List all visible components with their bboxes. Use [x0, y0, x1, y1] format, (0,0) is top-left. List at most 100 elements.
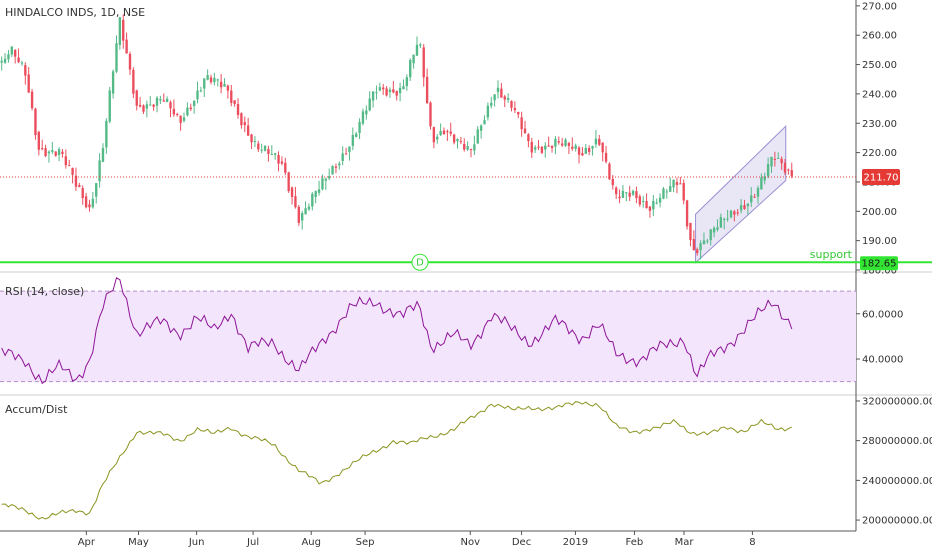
candle — [449, 122, 452, 137]
candle — [682, 179, 685, 205]
candle-body — [533, 147, 537, 150]
time-scale[interactable]: Apr May Jun Jul Aug Sep Nov Dec 2019 Feb Mar 8 — [78, 531, 756, 548]
candle-body — [581, 153, 584, 156]
candle-body — [219, 81, 223, 88]
candle — [560, 137, 564, 147]
x-tick-label: Sep — [356, 537, 375, 548]
candle-body — [324, 178, 327, 181]
candle — [587, 145, 591, 156]
candle-body — [37, 131, 41, 150]
candle-body — [138, 104, 142, 107]
candle-body — [311, 193, 314, 207]
candlestick-series — [0, 14, 793, 260]
candle — [189, 103, 192, 112]
candle — [574, 143, 577, 152]
candle — [581, 146, 584, 156]
candle-body — [287, 172, 290, 192]
candle-body — [652, 200, 655, 210]
candle — [770, 156, 773, 174]
candle-body — [355, 133, 358, 137]
candle — [540, 146, 544, 155]
candle — [763, 172, 766, 185]
candle — [625, 192, 628, 202]
candle — [68, 159, 71, 167]
candle — [777, 152, 780, 159]
candle-body — [84, 196, 88, 208]
candle-body — [780, 158, 783, 164]
candle-body — [132, 69, 135, 94]
candle — [284, 157, 287, 176]
candle-body — [662, 188, 665, 199]
candle — [47, 150, 51, 163]
candle-body — [675, 182, 679, 185]
candle — [631, 189, 635, 196]
candle-body — [277, 155, 280, 164]
candle-body — [692, 239, 696, 251]
candle — [213, 72, 216, 86]
candle-body — [760, 177, 763, 190]
candle-body — [544, 145, 547, 150]
candle-body — [685, 200, 689, 227]
candle-body — [0, 60, 3, 63]
candle-body — [301, 213, 304, 221]
candle-body — [587, 148, 591, 152]
candle — [750, 187, 753, 208]
candle-body — [628, 192, 631, 197]
candle-body — [560, 143, 564, 146]
candle-body — [756, 188, 760, 197]
candle-body — [263, 145, 267, 151]
candle-body — [510, 100, 513, 108]
candle-body — [273, 153, 277, 155]
candle — [169, 100, 172, 118]
candle-body — [500, 88, 503, 98]
candle — [41, 139, 44, 151]
candle-body — [267, 149, 270, 154]
candle-body — [118, 17, 122, 45]
candle-body — [328, 176, 331, 179]
candle — [0, 56, 3, 71]
candle — [311, 192, 314, 211]
candle-body — [3, 58, 7, 63]
candle-body — [432, 127, 436, 143]
candle — [422, 44, 425, 87]
candle-body — [469, 149, 473, 151]
candle-body — [425, 76, 429, 104]
candle-body — [24, 65, 27, 76]
candle — [544, 142, 547, 158]
candle — [395, 90, 398, 101]
candle — [125, 32, 128, 54]
candle-body — [557, 141, 560, 143]
x-tick-label: Jun — [188, 537, 205, 548]
candle — [91, 192, 95, 209]
candle — [446, 129, 449, 142]
candle-body — [243, 122, 246, 126]
candle — [655, 198, 658, 205]
candle — [199, 86, 203, 93]
candle — [621, 184, 625, 198]
candle-body — [702, 240, 706, 245]
candle — [290, 186, 294, 205]
rsi-line — [1, 277, 793, 385]
candle-body — [176, 113, 179, 115]
candle-body — [236, 104, 240, 116]
candle-body — [743, 205, 746, 209]
candle-body — [297, 206, 300, 223]
price-pane: support D HINDALCO INDS, 1D, NSE — [0, 6, 932, 271]
candle — [527, 133, 530, 148]
candle — [459, 137, 463, 145]
candle-body — [490, 102, 493, 106]
candle — [564, 138, 567, 148]
y-tick-label: 180.00 — [862, 266, 897, 277]
candle-body — [750, 195, 753, 203]
price-scale[interactable]: 180.00190.00200.00210.00220.00230.00240.… — [856, 1, 932, 527]
candle — [152, 103, 155, 111]
candle — [594, 129, 598, 148]
candle-body — [280, 161, 284, 164]
candle — [787, 168, 790, 175]
y-tick-label: 320000000.0000 — [862, 396, 932, 407]
candle-body — [540, 146, 544, 153]
dividend-marker[interactable]: D — [411, 253, 429, 271]
candle-body — [466, 146, 469, 150]
support-label: support — [810, 248, 853, 261]
candle — [696, 247, 699, 256]
